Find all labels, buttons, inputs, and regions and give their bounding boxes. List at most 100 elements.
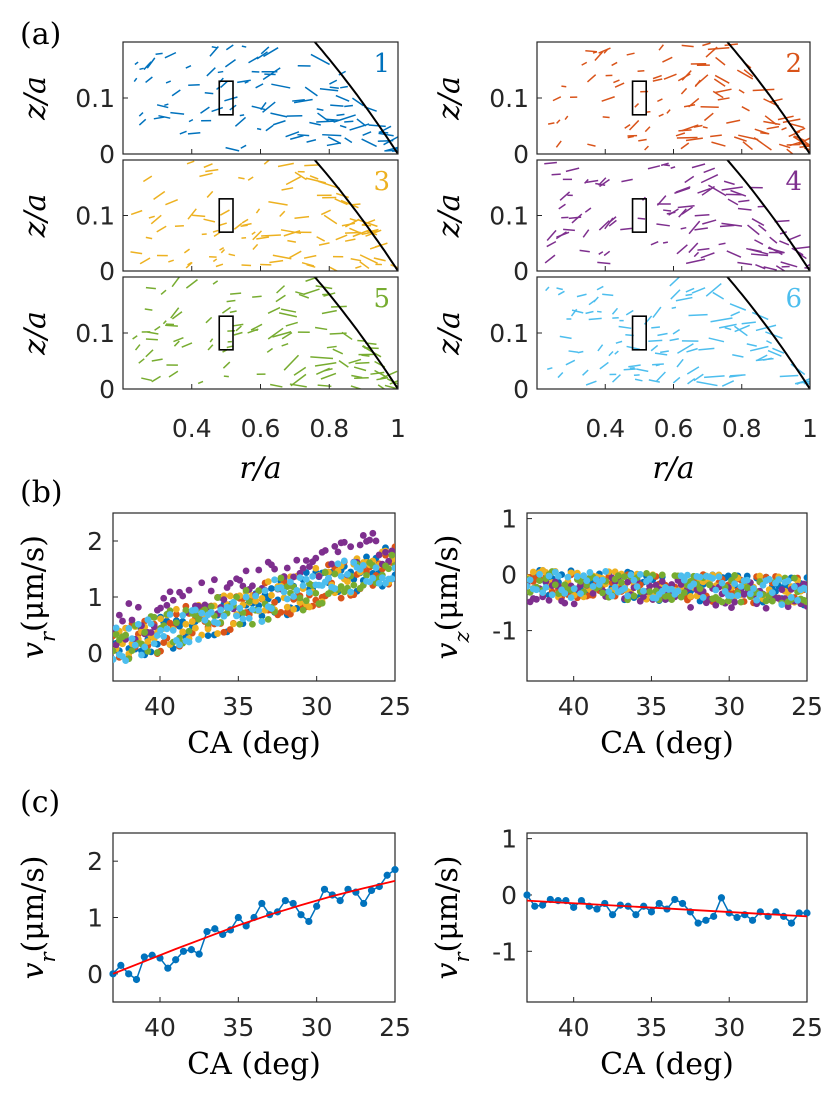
velocity-arrow — [680, 142, 690, 150]
line-1-y-tick-label: 1 — [501, 825, 517, 854]
velocity-arrow — [683, 103, 696, 108]
data-point — [748, 916, 757, 924]
data-point-series-4 — [668, 581, 676, 588]
velocity-arrow — [269, 259, 284, 264]
data-point-series-6 — [787, 594, 795, 601]
velocity-arrow — [634, 378, 643, 382]
velocity-arrow — [222, 361, 231, 369]
data-point-series-5 — [299, 606, 307, 614]
data-point-series-4 — [589, 589, 597, 597]
velocity-arrow — [717, 97, 730, 101]
data-point-series-6 — [340, 557, 348, 565]
data-point-series-5 — [388, 551, 395, 559]
velocity-arrow — [582, 229, 590, 238]
velocity-arrow — [251, 231, 256, 236]
analysis-window-box — [218, 315, 234, 351]
velocity-arrow — [800, 137, 810, 144]
data-point-series-6 — [283, 595, 291, 603]
velocity-arrow — [681, 70, 692, 81]
data-line — [112, 868, 396, 981]
velocity-arrow — [571, 309, 584, 314]
data-point-series-6 — [746, 590, 754, 598]
data-point-series-6 — [157, 627, 164, 634]
data-point-series-1 — [363, 553, 370, 561]
velocity-arrow — [153, 116, 165, 120]
velocity-arrow — [168, 259, 174, 263]
velocity-arrow — [329, 86, 339, 90]
data-point-series-6 — [756, 591, 764, 598]
data-point-series-4 — [359, 532, 367, 539]
velocity-arrow — [581, 61, 588, 66]
velocity-arrow — [252, 230, 263, 241]
velocity-arrow — [675, 296, 693, 302]
velocity-arrow — [582, 369, 589, 376]
velocity-arrow — [677, 343, 694, 354]
data-point-series-5 — [321, 569, 329, 576]
velocity-arrow — [281, 187, 294, 191]
velocity-arrow — [187, 208, 197, 220]
velocity-arrow — [666, 211, 676, 215]
data-point-series-6 — [226, 604, 234, 612]
velocity-arrow — [256, 127, 262, 131]
data-point-series-6 — [765, 575, 773, 583]
data-point-series-6 — [608, 592, 616, 600]
data-point — [523, 891, 531, 899]
data-point-series-6 — [280, 588, 288, 596]
data-point — [211, 925, 219, 933]
velocity-arrow — [691, 287, 706, 294]
velocity-arrow — [220, 80, 228, 89]
scatter-0-y-tick-label: 1 — [87, 583, 103, 612]
velocity-arrow — [698, 347, 715, 351]
velocity-arrow — [559, 335, 572, 340]
data-point — [297, 911, 305, 919]
data-point-series-5 — [363, 571, 370, 579]
velocity-arrow — [669, 338, 679, 342]
velocity-arrow — [314, 326, 328, 331]
data-point-series-6 — [633, 583, 641, 591]
data-point-series-6 — [128, 635, 136, 643]
velocity-arrow — [705, 282, 722, 297]
velocity-arrow — [556, 231, 570, 238]
velocity-arrow — [226, 299, 236, 303]
data-point — [383, 871, 391, 879]
interface-curve — [726, 42, 810, 154]
data-point-series-5 — [207, 603, 215, 611]
data-point-series-6 — [778, 601, 786, 609]
data-point-series-4 — [147, 629, 155, 636]
velocity-arrow — [663, 73, 677, 80]
y-tick-label: 0.1 — [75, 319, 115, 348]
velocity-arrow — [686, 366, 700, 375]
velocity-arrow — [384, 146, 398, 152]
velocity-arrow — [350, 203, 361, 206]
velocity-arrow — [592, 51, 598, 54]
data-point-series-4 — [185, 586, 193, 594]
data-point — [531, 902, 539, 910]
velocity-arrow — [335, 94, 350, 102]
velocity-arrow — [279, 210, 286, 217]
velocity-arrow — [316, 236, 326, 242]
velocity-arrow — [644, 145, 649, 151]
data-point — [608, 911, 617, 919]
data-point-series-6 — [630, 576, 638, 584]
line-0-x-tick-label: 25 — [379, 1013, 411, 1042]
data-point-series-4 — [115, 611, 123, 619]
velocity-arrow — [228, 253, 236, 257]
velocity-arrow — [212, 258, 218, 263]
data-point-series-3 — [252, 597, 259, 605]
data-point-series-6 — [592, 575, 600, 583]
velocity-arrow — [170, 307, 180, 319]
velocity-arrow — [318, 242, 330, 246]
data-point-series-6 — [378, 574, 386, 582]
data-point-series-5 — [236, 620, 244, 628]
data-point-series-6 — [239, 615, 247, 623]
velocity-arrow — [685, 137, 703, 142]
data-point-series-6 — [621, 584, 628, 592]
velocity-arrow — [205, 316, 213, 324]
velocity-arrow — [329, 79, 338, 85]
velocity-arrow — [173, 340, 180, 347]
line-1-ylabel: vr(μm/s) — [430, 856, 474, 980]
velocity-arrow — [306, 139, 317, 143]
velocity-arrow — [181, 342, 193, 348]
data-point-series-4 — [160, 594, 168, 602]
